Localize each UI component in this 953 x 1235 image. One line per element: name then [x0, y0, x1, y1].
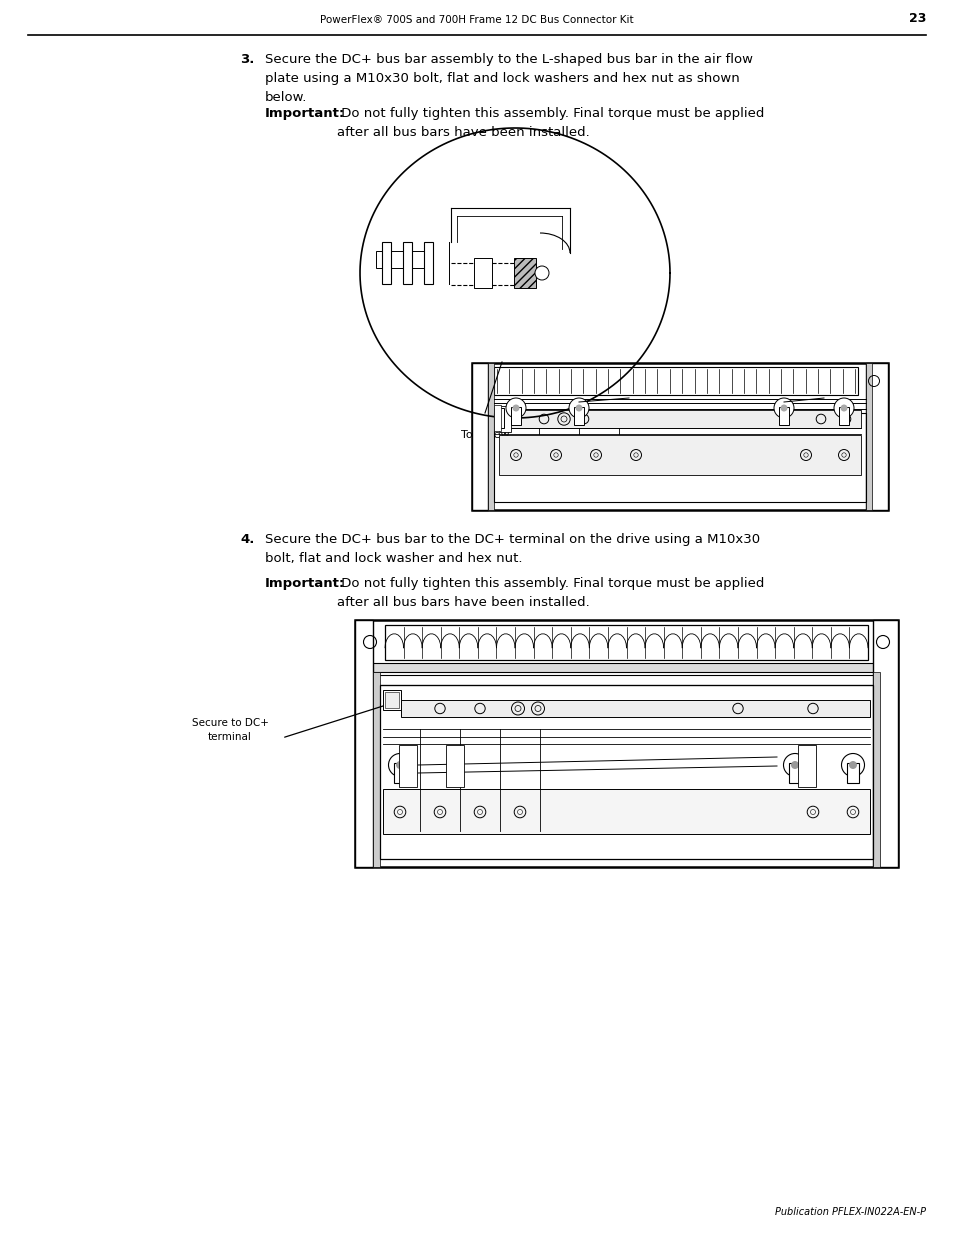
Bar [494, 412, 865, 501]
Circle shape [840, 405, 846, 411]
Circle shape [780, 405, 786, 411]
Bar [779, 408, 788, 425]
Bar [788, 763, 800, 783]
Text: 4.: 4. [240, 534, 254, 546]
Text: 3.: 3. [240, 53, 254, 65]
Circle shape [568, 398, 588, 417]
Bar [472, 363, 488, 510]
Bar [838, 408, 848, 425]
Circle shape [395, 761, 403, 769]
Circle shape [505, 398, 525, 417]
Bar [514, 258, 536, 288]
Bar [797, 745, 815, 787]
Circle shape [535, 266, 548, 280]
Bar [846, 763, 858, 783]
Bar [472, 363, 887, 510]
Bar [375, 251, 428, 268]
Bar [379, 685, 872, 860]
Bar [494, 408, 503, 429]
Bar [872, 620, 897, 867]
Bar [488, 363, 494, 510]
Bar [402, 242, 412, 284]
Bar [394, 763, 405, 783]
Bar [423, 242, 433, 284]
Bar [385, 692, 398, 708]
Circle shape [841, 753, 863, 777]
Circle shape [575, 405, 582, 411]
Text: Do not fully tighten this assembly. Final torque must be applied
after all bus b: Do not fully tighten this assembly. Fina… [336, 107, 763, 140]
Bar [446, 745, 463, 787]
Bar [398, 745, 416, 787]
Text: 23: 23 [907, 12, 925, 25]
Bar [382, 690, 400, 710]
Bar [511, 408, 520, 425]
Text: PowerFlex® 700S and 700H Frame 12 DC Bus Connector Kit: PowerFlex® 700S and 700H Frame 12 DC Bus… [320, 15, 633, 25]
Bar [382, 789, 869, 834]
Text: Important:: Important: [265, 107, 345, 120]
Text: Secure to DC+
terminal: Secure to DC+ terminal [192, 719, 268, 741]
Bar [355, 620, 373, 867]
Bar [355, 620, 897, 867]
Text: Secure the DC+ bus bar to the DC+ terminal on the drive using a M10x30
bolt, fla: Secure the DC+ bus bar to the DC+ termin… [265, 534, 760, 564]
Bar [574, 408, 583, 425]
Circle shape [790, 761, 799, 769]
Bar [498, 406, 511, 432]
Circle shape [782, 753, 805, 777]
Bar [865, 363, 871, 510]
Circle shape [773, 398, 793, 417]
Text: Publication PFLEX-IN022A-EN-P: Publication PFLEX-IN022A-EN-P [774, 1207, 925, 1216]
Bar [498, 410, 861, 429]
Bar [865, 363, 887, 510]
Bar [385, 625, 867, 659]
Bar [494, 367, 857, 395]
Text: Top View: Top View [460, 430, 509, 440]
Text: Important:: Important: [265, 577, 345, 590]
Bar [872, 672, 879, 867]
Bar [360, 663, 891, 672]
Circle shape [388, 753, 411, 777]
Bar [373, 672, 379, 867]
Bar [400, 700, 869, 718]
Text: Secure the DC+ bus bar assembly to the L-shaped bus bar in the air flow
plate us: Secure the DC+ bus bar assembly to the L… [265, 53, 752, 104]
Circle shape [833, 398, 853, 417]
Bar [381, 242, 391, 284]
Text: Do not fully tighten this assembly. Final torque must be applied
after all bus b: Do not fully tighten this assembly. Fina… [336, 577, 763, 609]
Bar [360, 676, 891, 685]
Bar [494, 405, 500, 431]
Bar [474, 258, 492, 288]
Circle shape [848, 761, 856, 769]
Bar [498, 435, 861, 475]
Circle shape [512, 405, 519, 411]
